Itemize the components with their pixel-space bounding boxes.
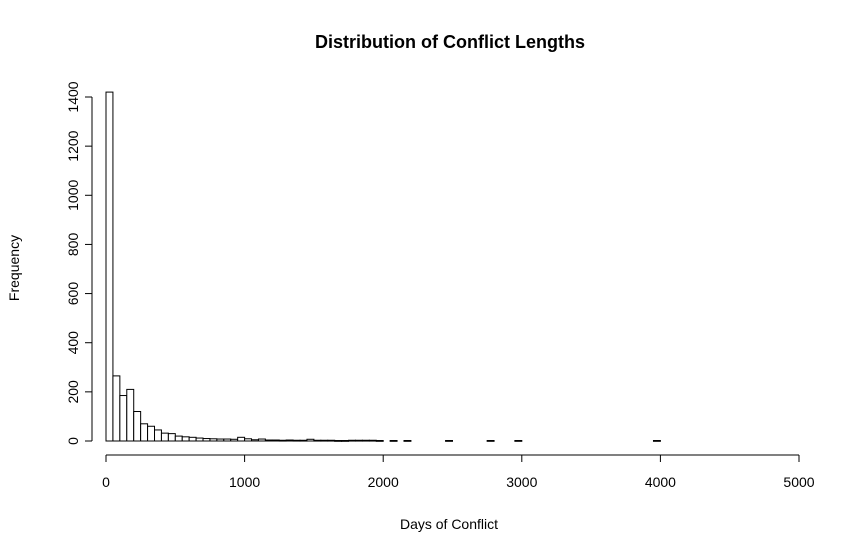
histogram-bar xyxy=(174,435,183,442)
x-tick-label: 4000 xyxy=(645,474,676,490)
histogram-bar xyxy=(105,91,114,442)
histogram-bar xyxy=(188,436,197,442)
histogram-bar xyxy=(251,439,259,442)
histogram-bar xyxy=(320,439,329,442)
x-tick-label: 5000 xyxy=(783,474,814,490)
x-tick-label: 3000 xyxy=(506,474,537,490)
histogram-bar xyxy=(140,423,149,442)
y-tick-label: 1200 xyxy=(65,130,81,161)
histogram-bar xyxy=(334,440,343,442)
histogram-bar xyxy=(216,438,225,442)
histogram-bar xyxy=(160,432,169,442)
histogram-bar xyxy=(292,439,301,442)
y-tick-label: 1000 xyxy=(65,180,81,211)
y-tick-label: 0 xyxy=(65,437,81,445)
histogram-bar xyxy=(264,439,273,442)
histogram-bar xyxy=(652,440,661,442)
histogram-bar xyxy=(313,439,322,442)
y-tick-label: 1400 xyxy=(65,81,81,112)
histogram-bar xyxy=(348,439,356,442)
chart-title: Distribution of Conflict Lengths xyxy=(315,32,585,52)
histogram-bar xyxy=(389,440,398,442)
histogram-bar xyxy=(285,439,294,442)
histogram-bar xyxy=(361,439,370,442)
x-axis-label: Days of Conflict xyxy=(400,516,498,532)
histogram-bar xyxy=(306,438,315,442)
histogram-bar xyxy=(181,436,190,442)
histogram-bar xyxy=(299,439,308,442)
y-axis: 0 200 400 600 800 1000 1200 1400 xyxy=(65,81,93,445)
histogram-bar xyxy=(209,438,218,442)
y-axis-label: Frequency xyxy=(6,235,22,301)
histogram-bar xyxy=(271,439,280,442)
histogram-bar xyxy=(327,439,336,442)
histogram-bar xyxy=(195,437,204,442)
y-tick-label: 200 xyxy=(65,380,81,404)
histogram-bar xyxy=(223,438,232,442)
histogram-bar xyxy=(237,436,246,442)
histogram-bar xyxy=(112,375,121,442)
y-tick-label: 800 xyxy=(65,233,81,257)
histogram-bar xyxy=(126,388,135,442)
histogram-bar xyxy=(278,439,287,442)
histogram-bar xyxy=(119,395,128,442)
y-tick-label: 600 xyxy=(65,282,81,306)
histogram-bar xyxy=(341,440,350,442)
histogram-bar xyxy=(244,438,253,442)
histogram-bar xyxy=(154,429,162,442)
histogram-bar xyxy=(133,411,142,442)
y-tick-label: 400 xyxy=(65,331,81,355)
histogram-bar xyxy=(514,440,523,442)
x-tick-label: 0 xyxy=(102,474,110,490)
bars-group xyxy=(105,91,661,442)
histogram-bar xyxy=(368,439,377,442)
histogram-bar xyxy=(445,440,454,442)
x-tick-label: 1000 xyxy=(229,474,260,490)
histogram-bar xyxy=(354,439,363,442)
histogram-bar xyxy=(257,438,266,442)
x-tick-label: 2000 xyxy=(368,474,399,490)
x-axis: 0 1000 2000 3000 4000 5000 xyxy=(102,454,815,490)
histogram-bar xyxy=(375,440,384,442)
histogram-bar xyxy=(147,425,156,442)
histogram-bar xyxy=(230,438,239,442)
histogram-bar xyxy=(202,438,211,442)
histogram-bar xyxy=(167,433,176,442)
histogram-bar xyxy=(486,440,495,442)
histogram-bar xyxy=(403,440,412,442)
